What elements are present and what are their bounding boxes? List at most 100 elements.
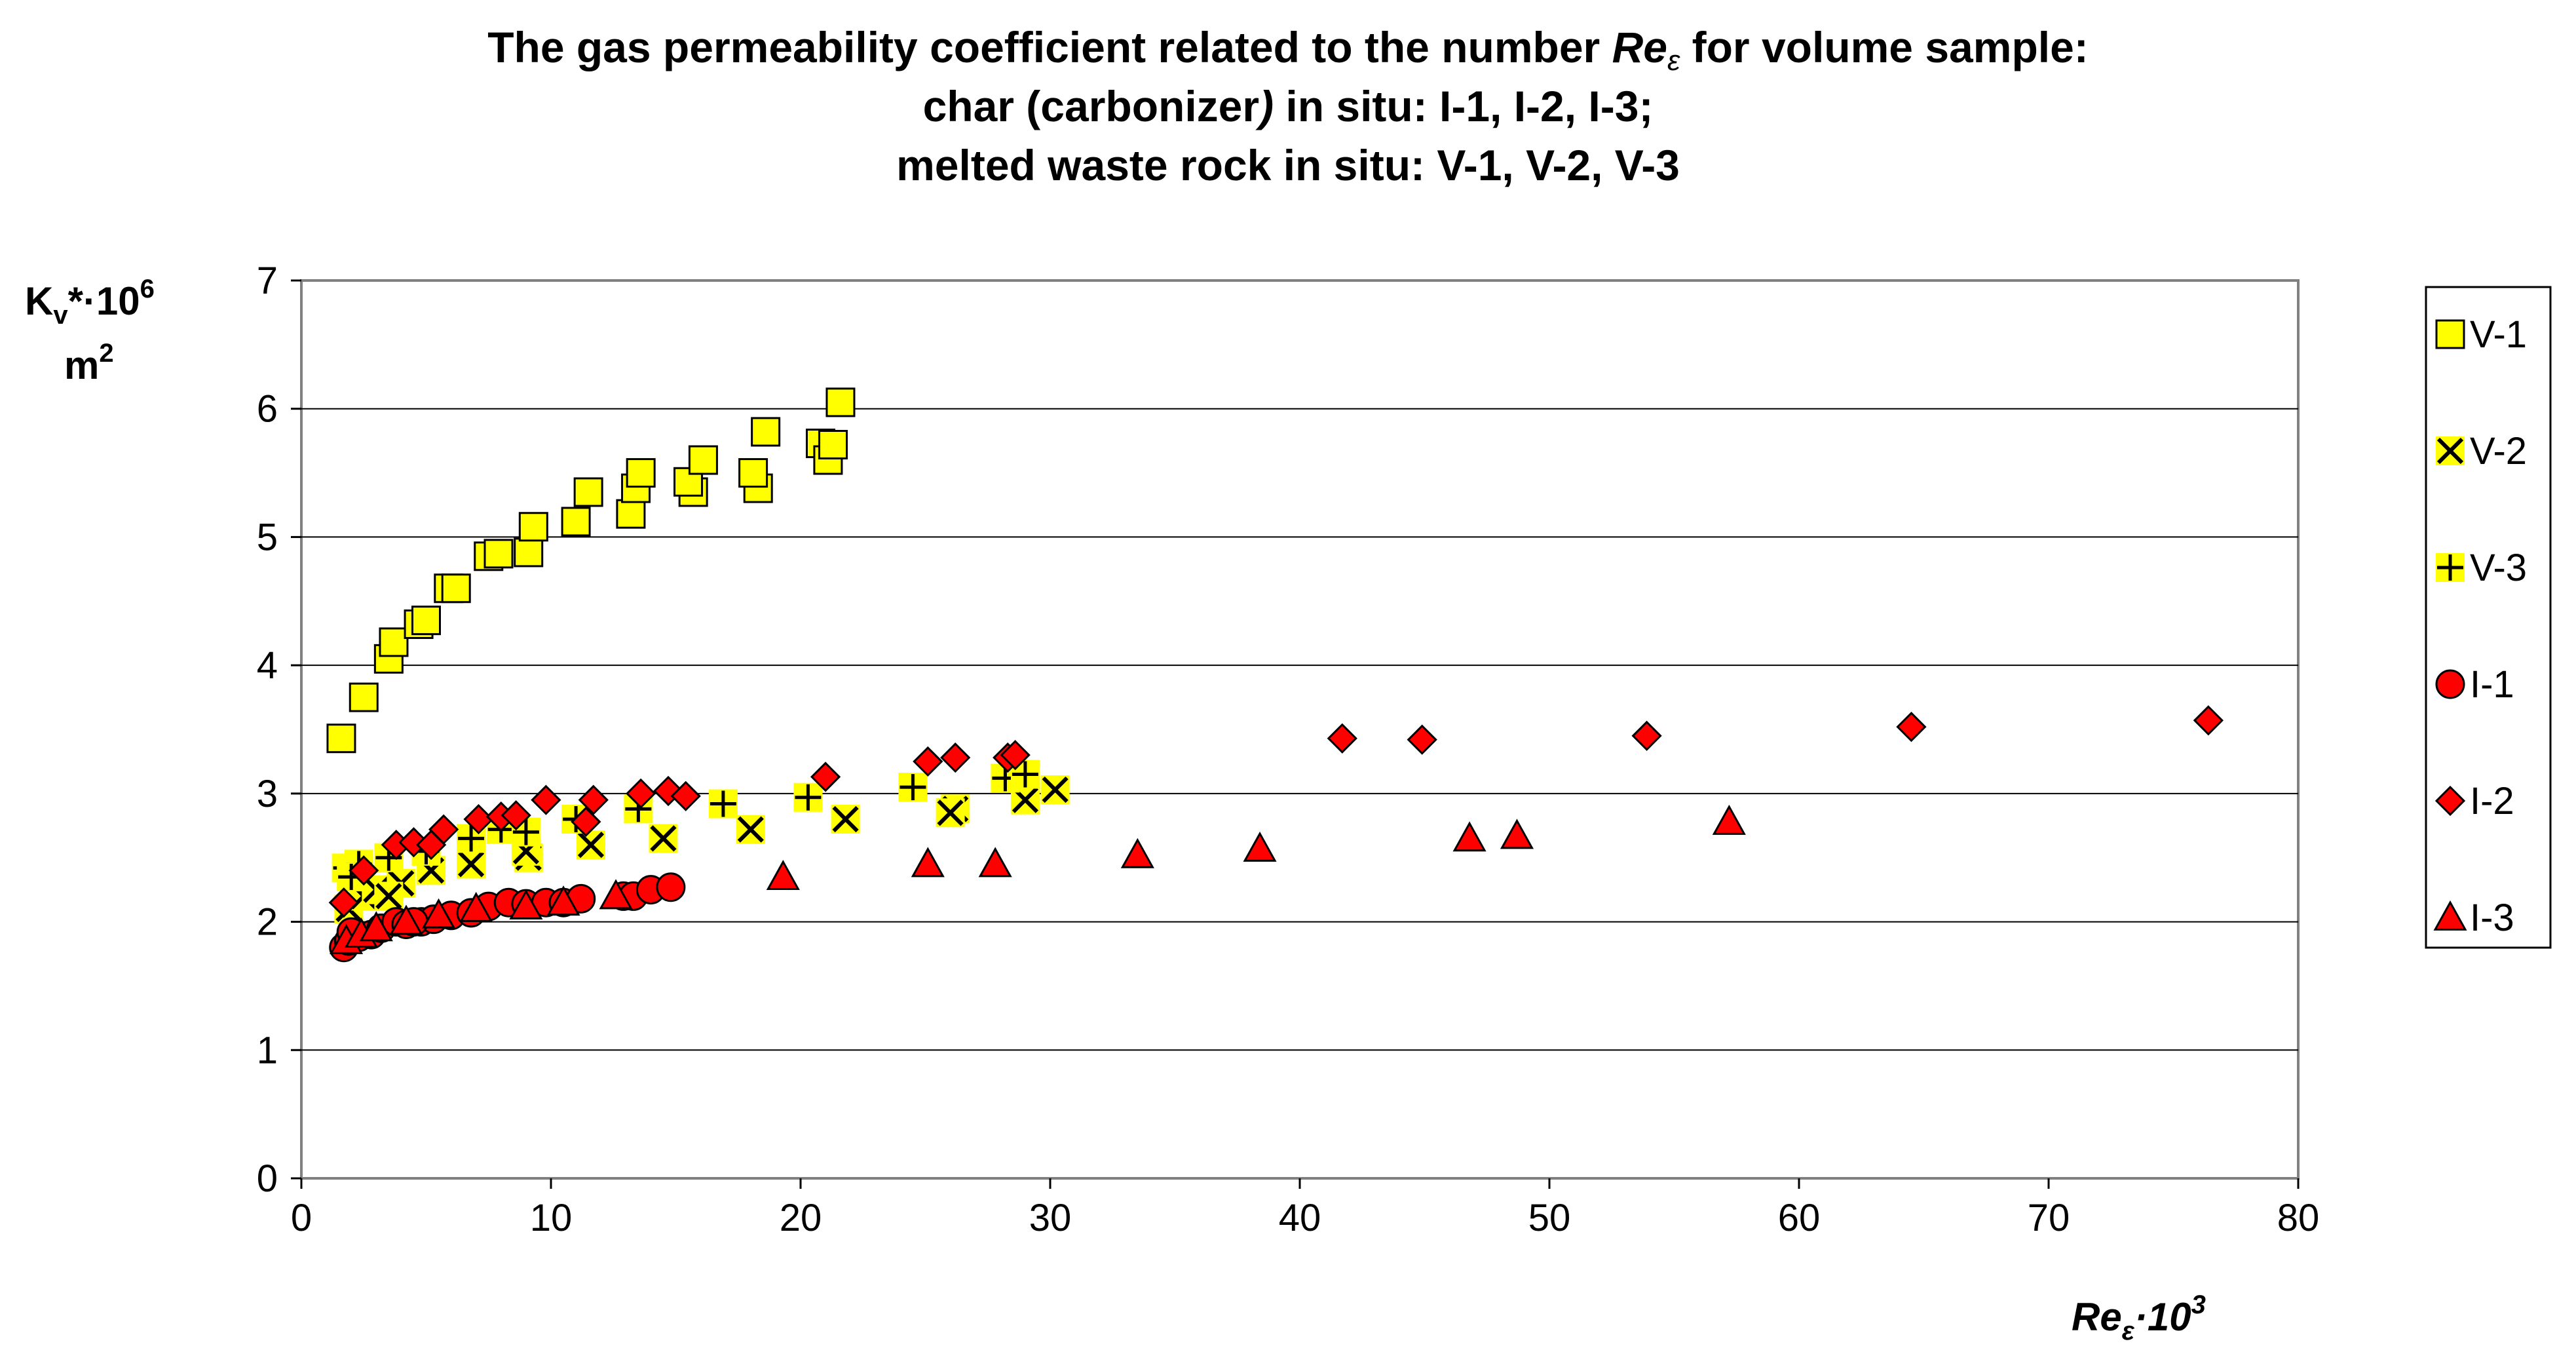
legend-marker-I-1 (2435, 669, 2465, 699)
legend-label: V-3 (2470, 547, 2527, 589)
data-point-V-1 (518, 512, 548, 542)
data-point-I-3 (1712, 804, 1746, 835)
data-point-I-2 (501, 800, 531, 831)
x-tick-label: 10 (530, 1197, 573, 1239)
legend-label: I-2 (2470, 780, 2514, 822)
x-tick-label: 80 (2277, 1197, 2320, 1239)
data-point-V-2 (736, 815, 765, 844)
data-point-I-3 (389, 904, 423, 935)
y-tick-label: 4 (257, 644, 278, 687)
legend-marker-V-3 (2436, 553, 2465, 582)
legend-item-V-1: V-1 (2435, 313, 2527, 356)
data-point-I-2 (463, 803, 494, 835)
legend-item-V-2: V-2 (2436, 430, 2527, 473)
legend-marker-I-2 (2434, 785, 2466, 817)
data-point-I-2 (940, 742, 971, 773)
data-point-V-2 (1040, 775, 1070, 804)
data-point-V-2 (374, 881, 404, 911)
x-tick-label: 70 (2028, 1197, 2070, 1239)
data-point-V-1 (818, 430, 848, 460)
legend-label: V-1 (2470, 313, 2527, 356)
data-point-I-3 (422, 898, 456, 929)
data-point-I-2 (349, 855, 379, 886)
data-point-V-1 (738, 458, 768, 488)
y-tick-label: 2 (257, 901, 278, 944)
data-point-I-3 (509, 889, 543, 919)
data-point-I-3 (1243, 831, 1277, 862)
data-point-I-2 (578, 784, 609, 815)
data-point-V-2 (936, 798, 965, 828)
data-point-I-2 (1631, 720, 1662, 751)
data-point-I-2 (1896, 711, 1927, 743)
series-I-3 (330, 804, 1746, 954)
data-point-V-1 (483, 539, 514, 569)
data-point-V-1 (688, 445, 718, 475)
y-tick-label: 5 (257, 516, 278, 558)
data-point-I-3 (1120, 838, 1154, 868)
data-point-I-3 (599, 879, 633, 910)
data-point-V-1 (573, 477, 603, 507)
legend-label: I-3 (2470, 897, 2514, 939)
legend-item-I-3: I-3 (2433, 897, 2514, 939)
data-point-I-3 (1500, 819, 1534, 849)
data-point-V-3 (793, 782, 823, 812)
y-axis-label-line2: m2 (64, 339, 114, 387)
legend-item-I-1: I-1 (2435, 663, 2514, 706)
plot-area (300, 279, 2300, 1180)
data-point-V-1 (411, 606, 441, 636)
data-point-V-1 (379, 627, 409, 657)
y-tick-label: 7 (257, 260, 278, 302)
y-tick-label: 6 (257, 388, 278, 431)
legend-item-I-2: I-2 (2434, 780, 2514, 822)
y-tick-label: 3 (257, 773, 278, 815)
data-point-V-1 (626, 458, 656, 488)
data-point-V-3 (898, 773, 928, 802)
data-point-I-1 (656, 872, 686, 902)
x-tick-label: 0 (291, 1197, 312, 1239)
data-point-I-3 (766, 859, 800, 890)
data-point-I-2 (913, 746, 943, 777)
data-point-I-3 (911, 847, 945, 878)
y-axis-ticks: 0 1 2 3 4 5 6 7 (257, 260, 301, 1200)
legend-label: I-1 (2470, 663, 2514, 706)
data-point-I-3 (459, 891, 493, 922)
data-point-I-3 (978, 847, 1012, 878)
data-point-V-3 (708, 789, 738, 819)
data-point-I-3 (359, 911, 393, 942)
data-point-I-3 (1452, 821, 1487, 852)
x-tick-label: 30 (1029, 1197, 1072, 1239)
series-I-2 (328, 705, 2224, 918)
data-point-V-1 (616, 499, 646, 529)
chart-title-line2: char (carbonizer) in situ: I-1, I-2, I-3… (923, 82, 1654, 130)
data-point-I-2 (1000, 740, 1031, 771)
data-point-V-1 (561, 507, 591, 537)
data-point-I-2 (810, 762, 841, 792)
legend-marker-V-2 (2436, 436, 2465, 465)
data-point-V-2 (831, 805, 860, 834)
x-tick-label: 60 (1778, 1197, 1821, 1239)
data-point-I-2 (531, 784, 561, 815)
data-point-V-2 (649, 824, 678, 853)
data-point-I-3 (546, 885, 580, 916)
data-point-I-2 (1327, 723, 1357, 754)
data-point-I-2 (626, 778, 656, 809)
data-point-I-2 (1407, 724, 1437, 755)
chart-title-line3: melted waste rock in situ: V-1, V-2, V-3 (896, 141, 1680, 189)
data-point-V-2 (1010, 785, 1040, 815)
x-axis-ticks: 0 10 20 30 40 50 60 70 80 (291, 1178, 2319, 1239)
data-point-V-2 (576, 830, 605, 860)
legend-item-V-3: V-3 (2436, 547, 2527, 589)
data-points (326, 387, 2224, 963)
data-point-I-2 (428, 814, 459, 845)
data-point-V-1 (349, 682, 379, 712)
data-point-V-1 (751, 417, 781, 447)
data-point-V-1 (326, 724, 356, 754)
data-point-V-1 (441, 573, 471, 604)
y-tick-label: 0 (257, 1157, 278, 1200)
legend-box (2425, 286, 2552, 949)
series-V-1 (326, 387, 856, 754)
data-point-I-2 (328, 887, 359, 918)
chart-title-line1: The gas permeability coefficient related… (487, 23, 2089, 77)
x-tick-label: 40 (1279, 1197, 1321, 1239)
